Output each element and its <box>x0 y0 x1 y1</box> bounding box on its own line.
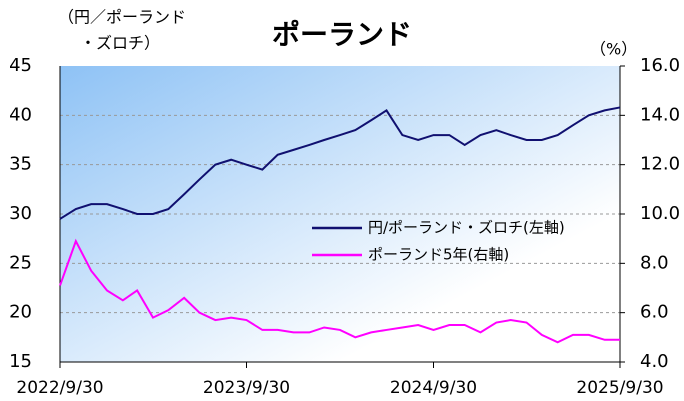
y-tick-label: 15 <box>9 351 32 372</box>
y2-tick-label: 8.0 <box>640 252 669 273</box>
x-tick-label: 2022/9/30 <box>16 378 103 398</box>
y-tick-label: 30 <box>9 203 32 224</box>
series-line <box>59 106 621 220</box>
y2-tick-label: 10.0 <box>640 203 680 224</box>
y2-tick-label: 16.0 <box>640 55 680 76</box>
y-tick-label: 35 <box>9 154 32 175</box>
y2-tick-label: 14.0 <box>640 104 680 125</box>
x-tick-label: 2025/9/30 <box>576 378 663 398</box>
y2-tick-label: 12.0 <box>640 154 680 175</box>
x-tick-label: 2024/9/30 <box>390 378 477 398</box>
y2-tick-label: 6.0 <box>640 302 669 323</box>
y2-tick-label: 4.0 <box>640 351 669 372</box>
y-tick-label: 20 <box>9 302 32 323</box>
y-tick-label: 45 <box>9 55 32 76</box>
series-line <box>59 238 620 344</box>
legend-label: ポーランド5年(右軸) <box>368 246 509 264</box>
y-label: ・ズロチ） <box>80 34 160 53</box>
y-tick-label: 25 <box>9 252 32 273</box>
legend-label: 円/ポーランド・ズロチ(左軸) <box>368 219 565 237</box>
y-tick-label: 40 <box>9 104 32 125</box>
y-label: （円／ポーランド <box>58 8 186 27</box>
chart-title: ポーランド <box>272 18 412 51</box>
x-tick-label: 2023/9/30 <box>203 378 290 398</box>
y2-label: （%） <box>590 40 637 59</box>
